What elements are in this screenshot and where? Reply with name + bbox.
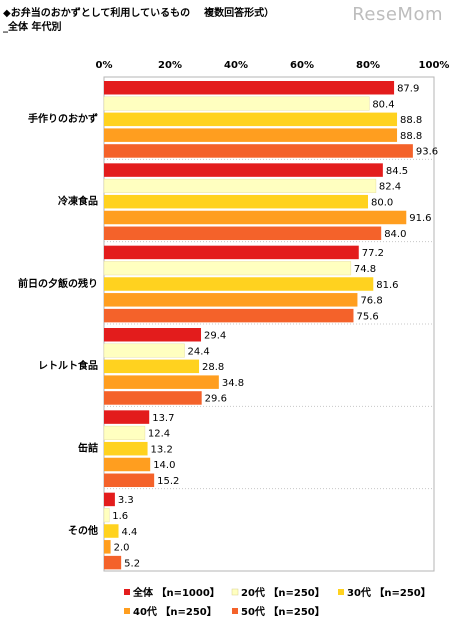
x-tick-label: 20% [158,60,182,71]
value-label: 82.4 [379,182,401,193]
bar [103,261,352,276]
value-label: 13.7 [152,413,174,424]
watermark-logo: ReseMom [352,4,443,25]
bar [104,112,398,127]
chart-title: ◆お弁当のおかずとして利用しているもの 複数回答形式） [3,4,274,19]
value-label: 15.2 [157,476,179,487]
x-tick-label: 80% [356,60,380,71]
legend-swatch [124,589,130,595]
category-label: 冷凍食品 [58,195,98,208]
x-tick-label: 100% [419,60,450,71]
bar [104,540,111,554]
bar [104,328,202,342]
legend: 全体 【n=1000】 20代 【n=250】 30代 【n=250】 40代 【n=… [124,586,431,618]
value-label: 87.9 [397,84,419,95]
value-label: 5.2 [124,558,140,569]
value-label: 74.8 [354,264,376,275]
bar [103,178,377,193]
value-label: 28.8 [202,362,224,373]
bar [103,508,110,523]
value-label: 84.5 [386,166,408,177]
bar [104,524,119,538]
chart-title-note: 複数回答形式） [204,8,275,19]
value-label: 24.4 [188,346,210,357]
bar [104,194,368,209]
value-label: 80.4 [372,99,394,110]
category-label: 前日の夕飯の残り [18,277,98,290]
value-labels: 87.980.4 88.8 88.8 93.6 84.5 82.4 80.0 91.684.0… [112,84,438,570]
value-label: 14.0 [153,460,175,471]
bar [104,144,413,158]
bar [104,359,200,374]
legend-label: 50代 【n=250】 [241,605,325,618]
value-label: 34.8 [222,378,244,389]
bar [104,226,382,241]
bar [104,375,219,389]
value-label: 12.4 [148,429,170,440]
bar [104,245,359,260]
chart-subtitle: _全体 年代別 [3,22,62,33]
bar [104,441,148,456]
value-label: 88.8 [400,131,422,142]
legend-swatch [232,608,238,614]
bar [104,128,398,142]
bar [104,492,115,507]
x-tick-label: 40% [224,60,248,71]
legend-label: 40代 【n=250】 [133,605,217,618]
category-label: 手作りのおかず [28,112,98,125]
value-label: 88.8 [400,115,422,126]
bar [103,425,146,440]
value-label: 93.6 [416,147,438,158]
value-label: 4.4 [122,527,138,538]
value-label: 29.6 [205,394,227,405]
category-label: レトルト食品 [38,359,98,372]
legend-swatch [338,589,344,595]
value-label: 91.6 [409,213,431,224]
value-label: 1.6 [112,511,128,522]
category-label: その他 [68,524,98,537]
legend-label: 20代 【n=250】 [241,586,325,599]
x-tick-label: 60% [290,60,314,71]
x-axis-ticks: 0% 20% 40% 60% 80% 100% [96,60,450,71]
value-label: 77.2 [362,248,384,259]
category-label: 缶詰 [78,442,98,455]
bar [104,293,358,307]
bar [104,163,383,177]
chart-title-text: ◆お弁当のおかずとして利用しているもの [3,8,191,19]
bar [103,343,185,358]
value-label: 29.4 [204,331,226,342]
bar [104,81,395,95]
bars [103,81,413,570]
bar [104,457,151,472]
value-label: 75.6 [356,311,378,322]
x-tick-label: 0% [96,60,113,71]
legend-swatch [124,608,130,614]
value-label: 2.0 [114,543,130,554]
bar [104,410,150,424]
bar [104,473,155,488]
bar [104,391,202,405]
bar [104,210,407,225]
legend-label: 全体 【n=1000】 [132,586,220,599]
bar [104,277,374,291]
plot-frame [103,76,435,572]
value-label: 13.2 [151,444,173,455]
value-label: 80.0 [371,197,393,208]
legend-label: 30代 【n=250】 [347,586,431,599]
value-label: 81.6 [376,280,398,291]
value-label: 3.3 [118,495,134,506]
value-label: 84.0 [384,229,406,240]
legend-swatch [231,588,239,596]
bar [103,96,370,111]
bar [104,308,354,323]
value-label: 76.8 [360,296,382,307]
bar [104,555,122,570]
